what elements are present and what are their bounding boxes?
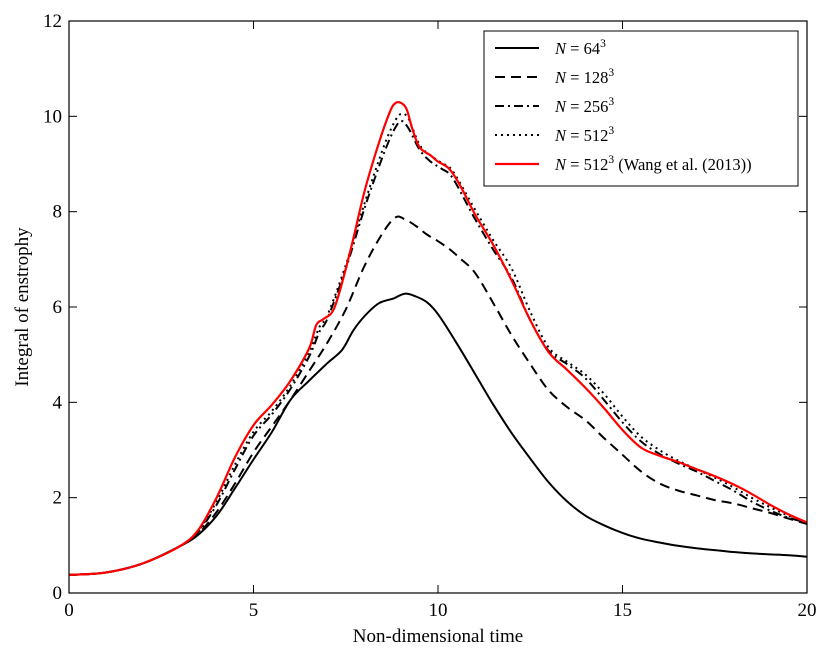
legend-label-main: = 512 [566,155,608,174]
legend-label-main: = 256 [566,97,608,116]
series-line-3 [68,120,808,576]
legend-label-suffix: (Wang et al. (2013)) [614,155,752,174]
legend-label-5: N = 5123 (Wang et al. (2013)) [554,154,752,174]
legend-label-var: N [554,68,567,87]
y-tick-label: 0 [53,583,63,604]
legend-label-main: = 512 [566,126,608,145]
y-tick-label: 12 [43,11,62,32]
y-tick-label: 4 [53,392,63,413]
legend-label-var: N [554,39,567,58]
y-tick-label: 10 [43,106,62,127]
legend-label-sup: 3 [608,96,614,108]
x-tick-label: 10 [429,600,448,621]
legend-label-var: N [554,155,567,174]
x-tick-label: 20 [798,600,817,621]
legend-label-3: N = 2563 [554,96,614,116]
legend-label-sup: 3 [608,67,614,79]
legend-label-1: N = 643 [554,38,606,58]
series-line-1 [68,292,808,576]
x-axis-label: Non-dimensional time [353,626,523,647]
y-tick-label: 2 [53,488,63,509]
series-layer [68,101,808,576]
series-line-2 [68,215,808,576]
y-tick-label: 8 [53,202,63,223]
legend-label-sup: 3 [608,125,614,137]
tick-layer: 0 5 10 15 20 0 2 4 6 8 10 12 [43,11,817,621]
legend-label-2: N = 1283 [554,67,614,87]
legend-label-main: = 128 [566,68,608,87]
legend-label-var: N [554,97,567,116]
x-tick-label: 5 [249,600,259,621]
legend-label-var: N [554,126,567,145]
x-tick-label: 0 [64,600,74,621]
x-tick-label: 15 [613,600,632,621]
y-axis-label: Integral of enstrophy [12,227,33,387]
series-line-5 [68,101,808,576]
legend-box [483,30,799,187]
legend-label-main: = 64 [566,39,600,58]
y-tick-label: 6 [53,297,63,318]
legend-label-4: N = 5123 [554,125,614,145]
legend-label-sup: 3 [608,154,614,166]
legend-label-sup: 3 [600,38,606,50]
